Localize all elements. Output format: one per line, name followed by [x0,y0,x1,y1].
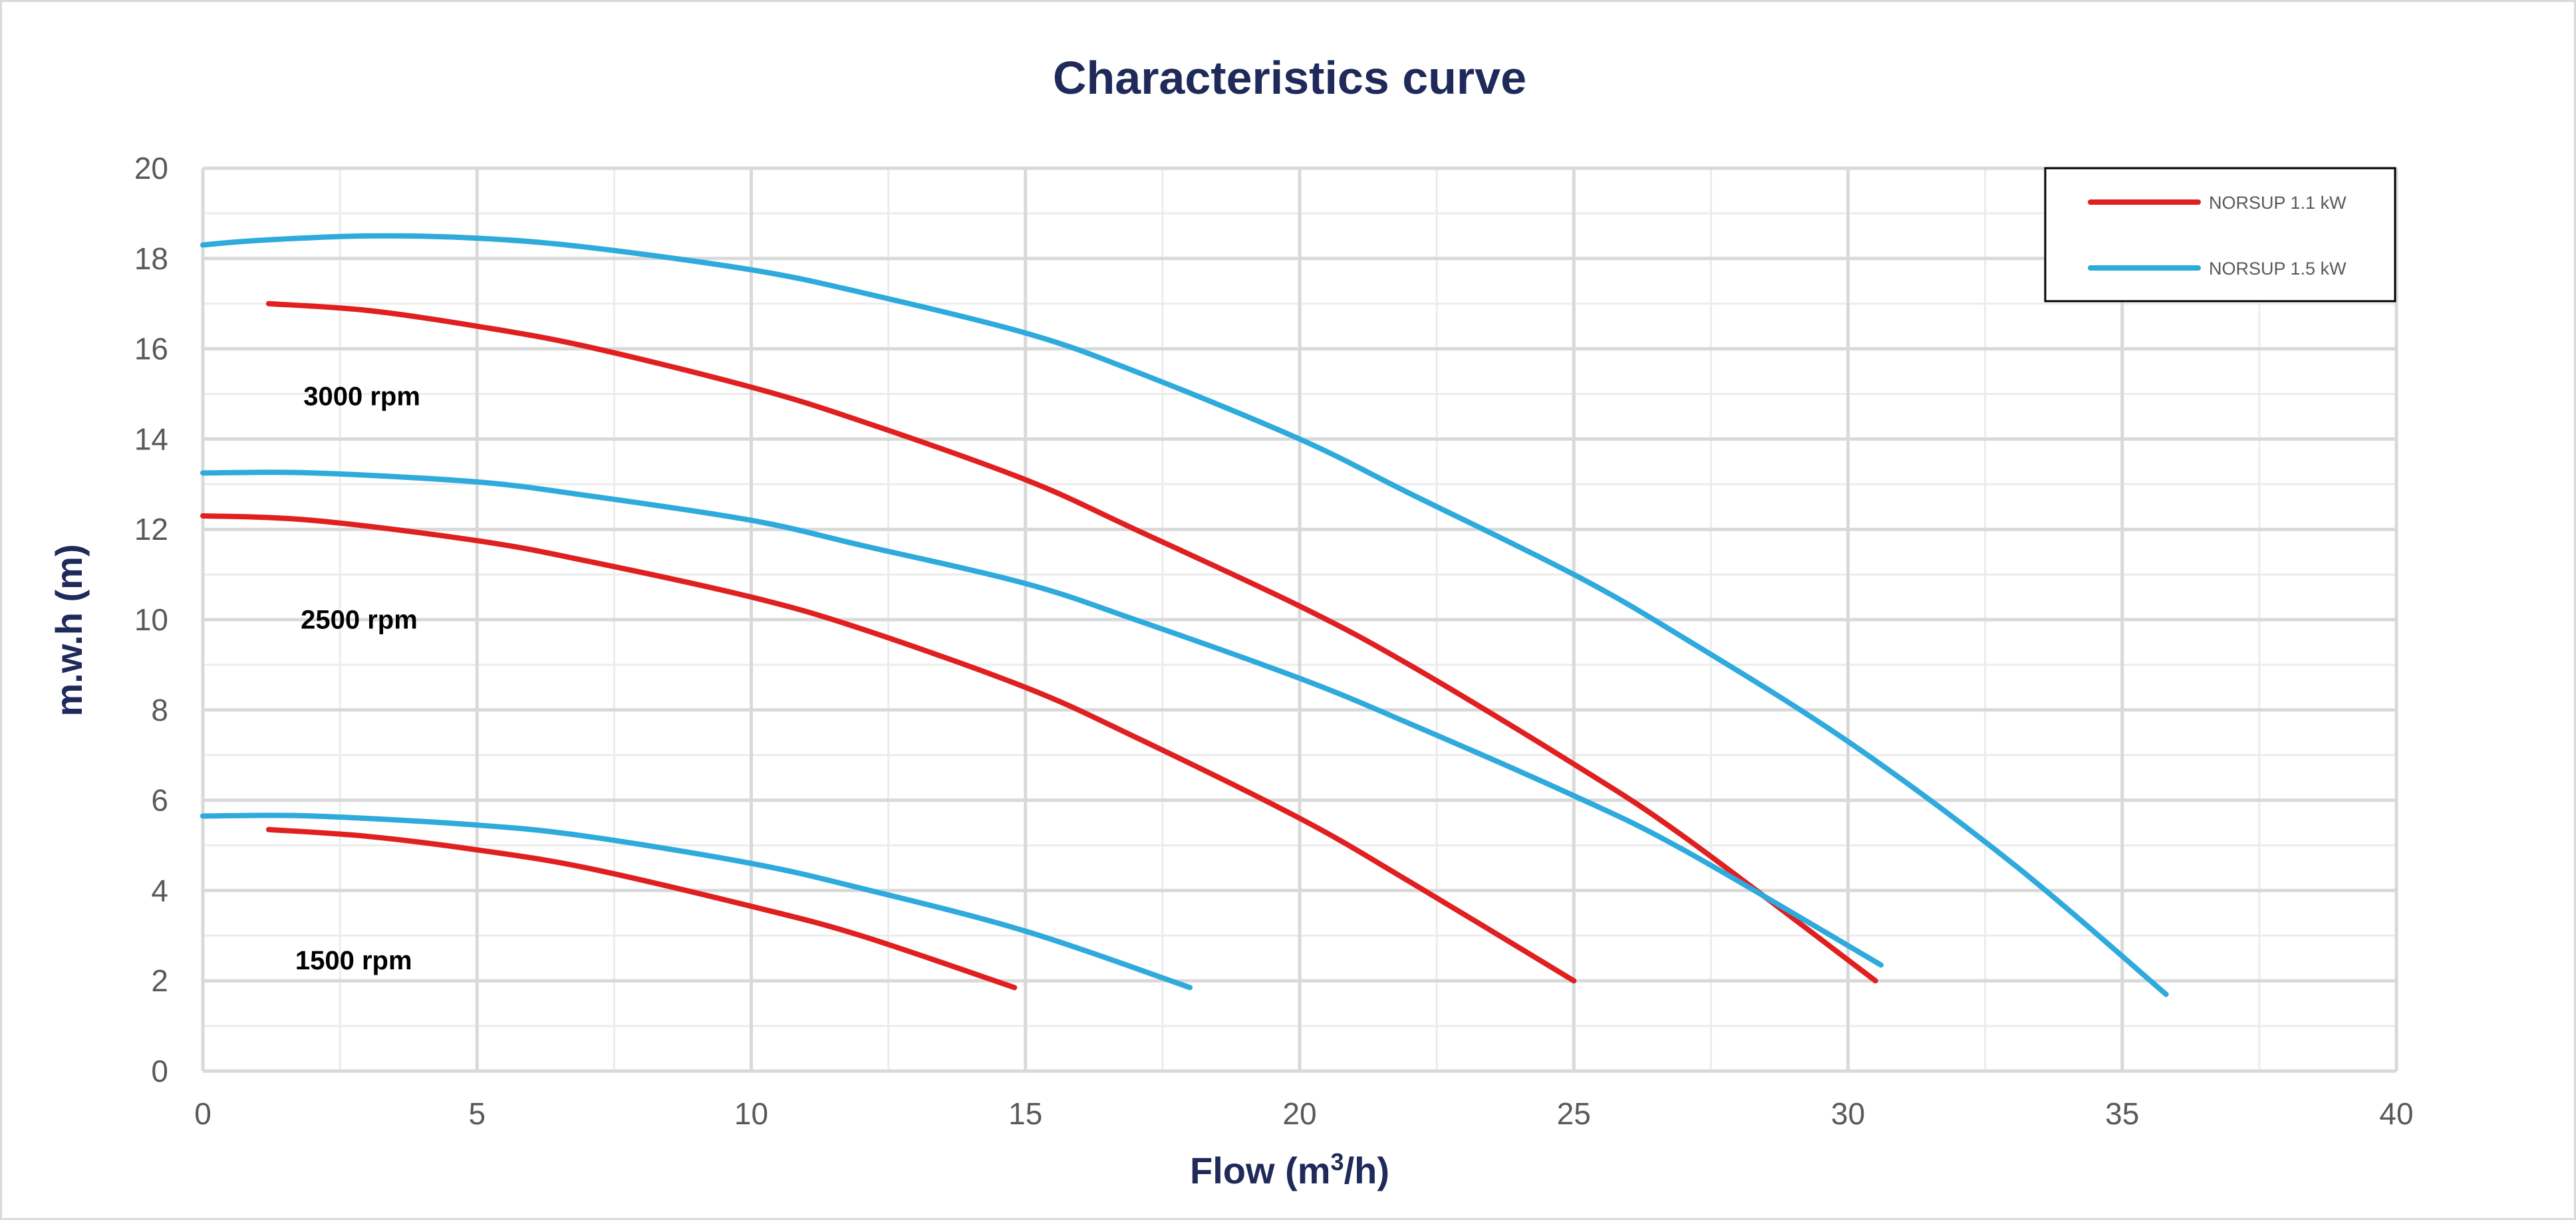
legend-label-1-1kw: NORSUP 1.1 kW [2209,193,2347,213]
speed-annotation: 1500 rpm [295,946,412,975]
x-tick-label: 15 [1008,1096,1042,1131]
x-tick-label: 35 [2105,1096,2139,1131]
grid [201,166,2398,1073]
x-tick-label: 0 [194,1096,212,1131]
y-tick-label: 2 [151,963,168,998]
y-tick-label: 4 [151,873,168,908]
y-tick-label: 20 [134,151,168,185]
legend-label-1-5kw: NORSUP 1.5 kW [2209,259,2347,279]
y-tick-label: 12 [134,512,168,547]
speed-annotation: 2500 rpm [301,606,418,635]
series-line-1-5kw-3000rpm [200,233,2169,997]
legend: NORSUP 1.1 kW NORSUP 1.5 kW [2044,167,2396,303]
x-tick-label: 10 [734,1096,768,1131]
speed-annotation: 3000 rpm [303,382,420,411]
x-axis-title-main: Flow (m [1190,1150,1331,1191]
x-tick-label: 30 [1831,1096,1865,1131]
y-tick-label: 14 [134,422,168,456]
series-line-1-1kw-3000rpm [265,301,1878,984]
y-tick-label: 18 [134,241,168,276]
y-tick-label: 10 [134,602,168,637]
x-tick-label: 5 [468,1096,486,1131]
annotations: 3000 rpm 2500 rpm 1500 rpm [295,382,420,975]
series-line-1-5kw-1500rpm [200,812,1193,991]
series-line-1-1kw-2500rpm [200,513,1577,984]
x-axis-title-tail: /h) [1344,1150,1389,1191]
legend-box [2044,167,2396,303]
y-axis-title: m.w.h (m) [48,544,90,716]
x-tick-label: 25 [1557,1096,1591,1131]
x-axis-title: Flow (m3/h) [1190,1148,1389,1191]
x-tick-label: 40 [2379,1096,2413,1131]
x-axis-title-sup: 3 [1331,1148,1344,1175]
series-lines [200,233,2169,997]
y-tick-label: 8 [151,693,168,727]
y-tick-label: 0 [151,1054,168,1088]
x-tick-label: 20 [1282,1096,1316,1131]
y-tick-label: 16 [134,332,168,366]
series-line-1-1kw-1500rpm [265,826,1018,991]
tick-labels: 0 5 10 15 20 25 30 35 40 0 2 4 6 8 10 12 14 16 18 20 [134,151,2414,1131]
y-tick-label: 6 [151,783,168,818]
series-line-1-5kw-2500rpm [200,469,1884,968]
chart-title: Characteristics curve [1053,52,1526,104]
